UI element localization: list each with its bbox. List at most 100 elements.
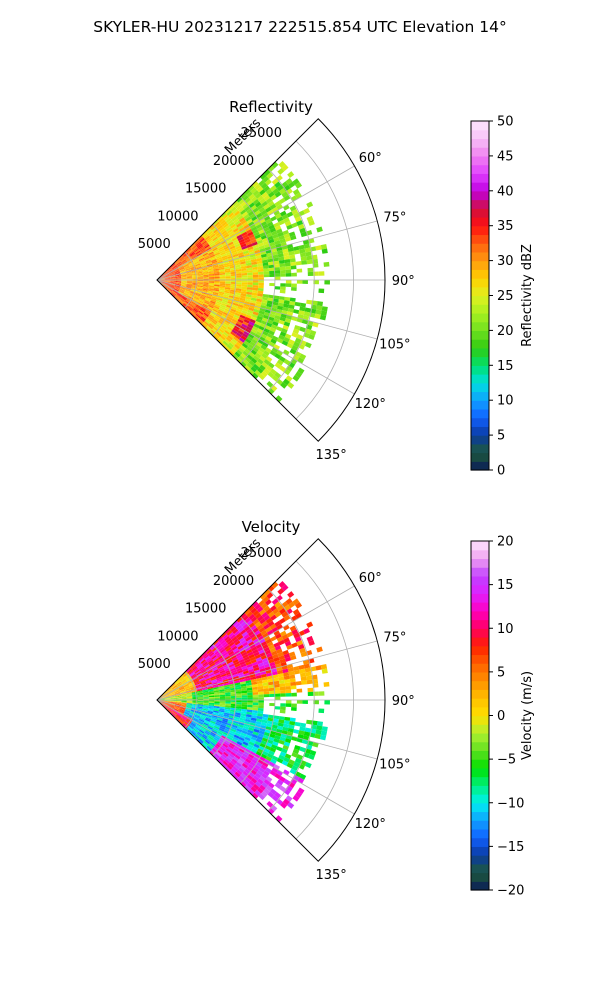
data-cell	[260, 221, 267, 227]
data-cell	[183, 712, 189, 717]
data-cell	[283, 653, 291, 659]
data-cell	[227, 755, 234, 761]
colorbar-segment	[471, 811, 489, 821]
data-cell	[224, 688, 231, 692]
data-cell	[193, 297, 199, 302]
data-cell	[231, 749, 238, 755]
data-cell	[234, 325, 241, 331]
data-cell	[168, 706, 174, 711]
data-cell	[257, 263, 264, 267]
data-cell	[285, 269, 292, 274]
data-cell	[205, 647, 211, 653]
data-cell	[213, 691, 220, 695]
data-cell	[204, 298, 211, 302]
data-cell	[238, 327, 245, 333]
data-cell	[174, 269, 180, 273]
data-cell	[179, 256, 184, 261]
data-cell	[283, 336, 290, 343]
data-cell	[269, 690, 275, 695]
data-cell	[174, 271, 181, 275]
data-cell	[210, 255, 216, 260]
data-cell	[279, 316, 286, 322]
data-cell	[179, 288, 186, 291]
data-cell	[191, 255, 198, 260]
data-cell	[202, 287, 209, 290]
data-cell	[181, 296, 187, 301]
data-cell	[213, 305, 220, 310]
data-cell	[244, 768, 251, 775]
data-cell	[224, 288, 231, 292]
data-cell	[226, 210, 233, 216]
data-cell	[254, 740, 261, 746]
data-cell	[183, 673, 189, 678]
data-cell	[202, 288, 209, 291]
data-cell	[232, 327, 239, 333]
data-cell	[182, 295, 188, 300]
azimuth-tick-label: 105°	[379, 758, 410, 773]
data-cell	[210, 675, 216, 680]
data-cell	[243, 750, 250, 756]
data-cell	[239, 678, 246, 683]
data-cell	[274, 191, 282, 198]
data-cell	[213, 710, 219, 714]
data-cell	[164, 278, 171, 280]
data-cell	[203, 253, 209, 258]
data-cell	[235, 292, 241, 296]
colorbar-tick-label: 50	[497, 115, 514, 130]
data-cell	[191, 720, 198, 725]
data-cell	[242, 358, 249, 365]
data-cell	[204, 676, 211, 681]
data-cell	[244, 677, 251, 682]
data-cell	[236, 642, 243, 648]
data-cell	[250, 777, 258, 784]
data-cell	[197, 721, 204, 725]
data-cell	[241, 706, 248, 710]
data-cell	[230, 767, 237, 774]
data-cell	[200, 714, 207, 718]
data-cell	[319, 734, 327, 741]
data-cell	[232, 253, 239, 258]
data-cell	[216, 223, 222, 229]
data-cell	[268, 238, 275, 244]
data-cell	[237, 634, 244, 641]
data-cell	[195, 305, 201, 310]
data-cell	[172, 290, 178, 295]
data-cell	[268, 261, 274, 266]
data-cell	[230, 277, 237, 280]
data-cell	[169, 692, 175, 695]
data-cell	[217, 296, 224, 300]
data-cell	[172, 709, 178, 714]
data-cell	[276, 337, 284, 344]
data-cell	[203, 275, 209, 278]
data-cell	[218, 711, 225, 715]
data-cell	[289, 254, 296, 259]
data-cell	[222, 257, 228, 261]
data-cell	[214, 735, 221, 741]
data-cell	[180, 257, 186, 262]
data-cell	[265, 638, 272, 644]
data-cell	[186, 283, 193, 285]
data-cell	[207, 688, 214, 691]
data-cell	[171, 291, 176, 296]
data-cell	[255, 643, 263, 649]
data-cell	[253, 231, 260, 237]
data-cell	[235, 341, 242, 348]
colorbar-segment	[471, 750, 489, 760]
data-cell	[241, 631, 248, 638]
data-cell	[235, 323, 242, 328]
data-cell	[278, 197, 286, 205]
data-cell	[163, 704, 169, 708]
data-cell	[208, 276, 215, 279]
data-cell	[316, 646, 323, 653]
data-cell	[238, 206, 245, 213]
data-cell	[266, 255, 273, 260]
data-cell	[263, 338, 271, 345]
data-cell	[251, 661, 258, 667]
data-cell	[251, 733, 258, 739]
data-cell	[241, 231, 248, 237]
data-cell	[219, 286, 226, 289]
data-cell	[208, 251, 214, 256]
data-cell	[216, 243, 222, 248]
data-cell	[190, 672, 196, 677]
data-cell	[183, 263, 189, 267]
